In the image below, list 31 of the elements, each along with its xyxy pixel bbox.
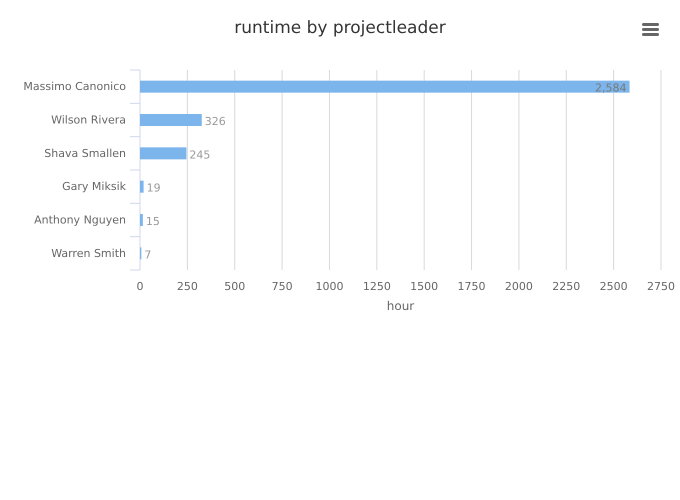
chart-title: runtime by projectleader (234, 18, 446, 38)
y-tick-label: Shava Smallen (44, 146, 126, 160)
x-tick-label: 0 (136, 280, 144, 293)
x-tick-label: 2750 (647, 280, 675, 293)
data-label: 15 (146, 215, 160, 228)
data-label: 19 (146, 182, 161, 195)
x-tick-label: 2250 (552, 280, 580, 293)
x-tick-label: 2000 (504, 280, 533, 293)
x-tick-label: 250 (176, 280, 198, 293)
x-tick-label: 1500 (410, 280, 438, 293)
x-tick-label: 750 (272, 280, 293, 293)
data-label: 245 (189, 148, 210, 162)
x-tick-label: 1750 (458, 280, 486, 293)
x-tick-label: 1250 (362, 280, 391, 293)
y-tick-label: Anthony Nguyen (34, 214, 126, 227)
bar (140, 114, 202, 126)
data-label: 326 (204, 115, 226, 128)
y-tick-label: Massimo Canonico (23, 80, 126, 94)
y-tick-label: Warren Smith (51, 246, 126, 260)
data-label: 7 (144, 248, 152, 262)
bar (140, 80, 630, 93)
x-tick-label: 2500 (600, 280, 628, 293)
data-label: 2,584 (595, 82, 627, 95)
x-tick-label: 500 (224, 280, 246, 293)
x-tick-label: 1000 (315, 280, 344, 293)
y-tick-label: Wilson Rivera (51, 114, 126, 127)
bar (140, 147, 186, 160)
x-axis-title: hour (386, 299, 414, 313)
y-tick-label: Gary Miksik (62, 180, 127, 194)
bar (140, 214, 143, 226)
bar (140, 180, 144, 193)
